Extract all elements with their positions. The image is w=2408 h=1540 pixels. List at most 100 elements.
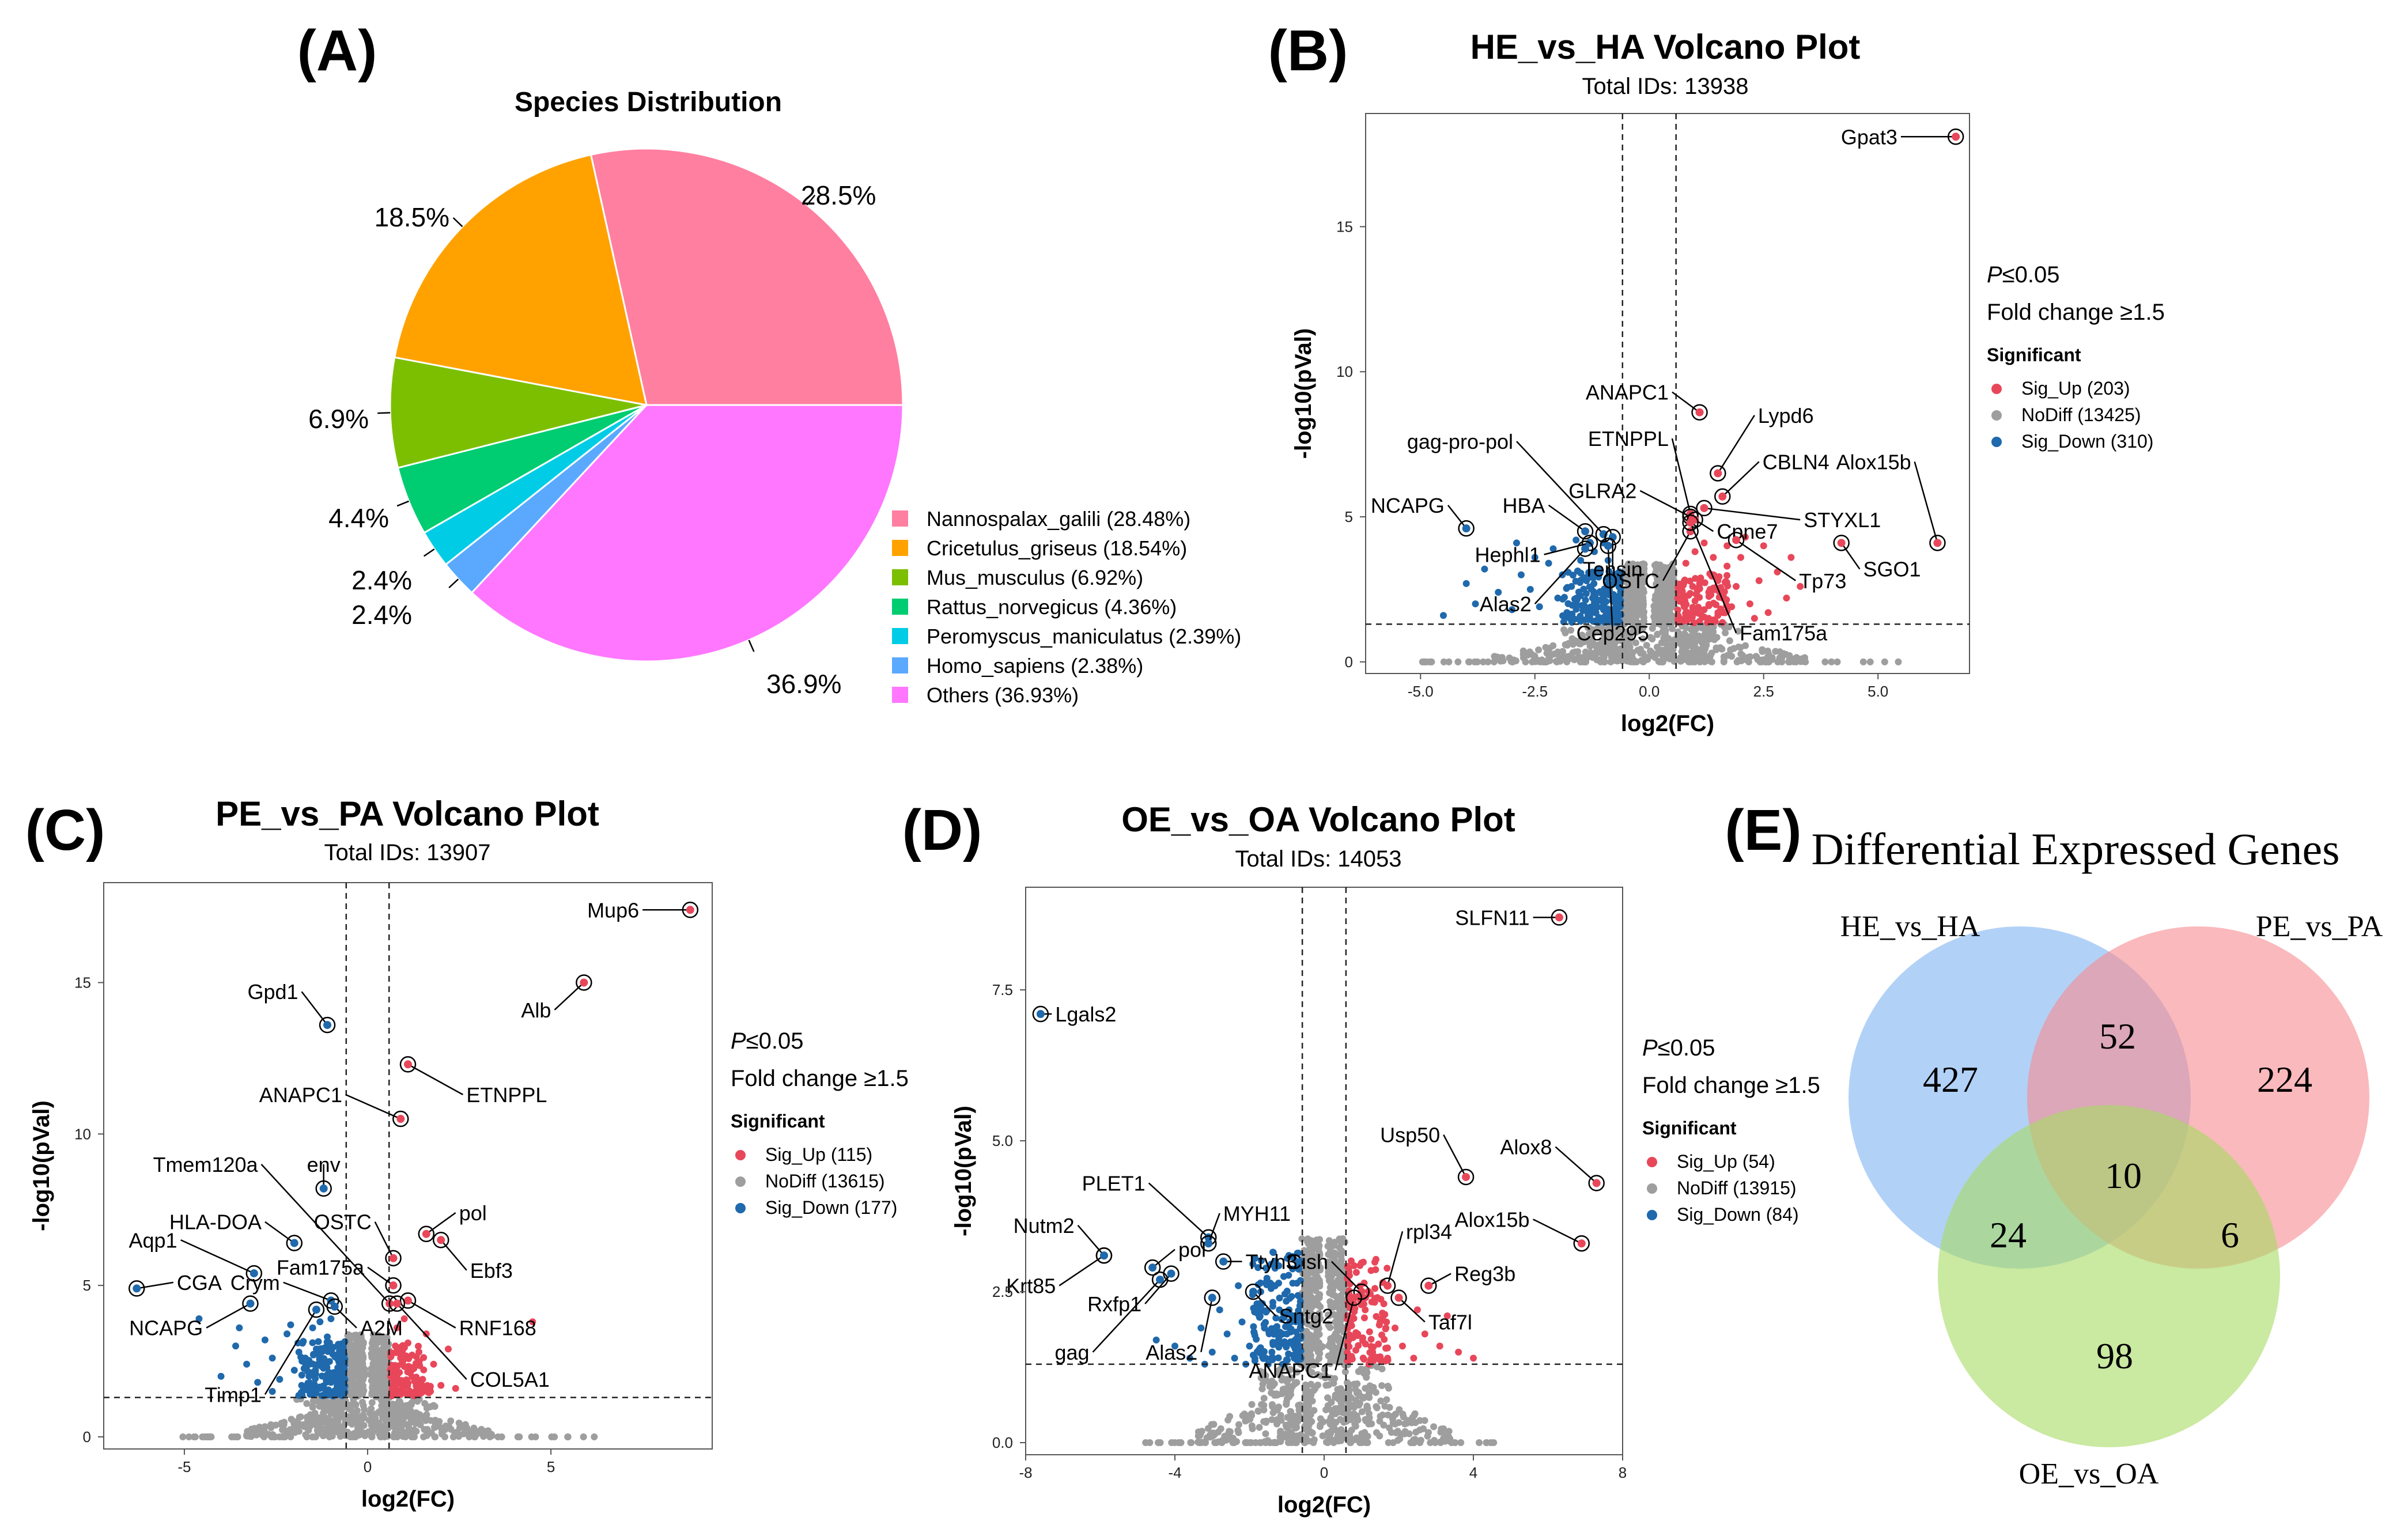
nodiff-point [1372, 1388, 1379, 1396]
sig-down-point [1569, 572, 1577, 579]
nodiff-point [468, 1428, 476, 1435]
sig-down-point [1572, 536, 1580, 544]
x-axis-title: log2(FC) [361, 1486, 455, 1512]
nodiff-point [1658, 639, 1665, 646]
sig-down-point [269, 1388, 276, 1395]
nodiff-point [1329, 1410, 1336, 1417]
nodiff-point [1334, 1299, 1341, 1306]
gene-label-anapc1: ANAPC1 [1249, 1359, 1332, 1382]
nodiff-point [1834, 658, 1841, 665]
legend-swatch-nannospalax-galili [892, 510, 908, 527]
sig-up-point [408, 1367, 415, 1374]
sig-down-point [1617, 585, 1624, 592]
nodiff-point [303, 1400, 311, 1407]
nodiff-point [368, 1350, 375, 1357]
x-tick-label: 5.0 [1868, 683, 1888, 700]
sig-up-point [1723, 542, 1731, 550]
sig-up-point [1369, 1348, 1377, 1356]
nodiff-point [1343, 1431, 1351, 1438]
nodiff-point [1378, 1365, 1386, 1373]
legend-label-homo-sapiens: Homo_sapiens (2.38%) [927, 654, 1143, 678]
nodiff-point [1283, 1401, 1290, 1408]
nodiff-point [1651, 596, 1659, 603]
sig-up-point [1693, 608, 1701, 615]
gene-label-gpat3: Gpat3 [1841, 125, 1897, 149]
nodiff-point [1330, 1350, 1338, 1358]
nodiff-point [1410, 1436, 1417, 1444]
x-tick-label: 4 [1469, 1464, 1477, 1481]
gene-label-nutm2: Nutm2 [1014, 1214, 1075, 1238]
sig-down-point [1586, 612, 1594, 619]
sig-down-point [315, 1338, 322, 1345]
nodiff-point [1683, 648, 1690, 656]
nodiff-point [1336, 1244, 1343, 1251]
nodiff-point [1706, 657, 1714, 665]
nodiff-point [360, 1386, 367, 1393]
nodiff-point [591, 1433, 598, 1440]
sig-up-point [1710, 554, 1717, 561]
gene-label-leader [1704, 507, 1801, 521]
sig-up-point [1700, 606, 1708, 614]
gene-label-cish: Cish [1287, 1250, 1328, 1274]
nodiff-point [1438, 1425, 1445, 1433]
nodiff-point [324, 1416, 332, 1423]
sig-up-point [1377, 1318, 1384, 1326]
sig-down-point [1531, 554, 1538, 561]
nodiff-point [1279, 1388, 1287, 1395]
nodiff-point [1392, 1410, 1400, 1418]
gene-label-leader [1671, 438, 1691, 514]
labeled-point [1714, 469, 1722, 478]
nodiff-point [348, 1420, 356, 1428]
sig-up-point [391, 1361, 399, 1369]
nodiff-point [1324, 1429, 1332, 1437]
nodiff-point [1423, 658, 1431, 665]
pie-percent-label: 36.9% [766, 669, 841, 699]
sig-down-point [1572, 606, 1580, 613]
nodiff-point [1336, 1392, 1344, 1399]
nodiff-point [1215, 1438, 1222, 1446]
nodiff-point [380, 1410, 388, 1417]
y-axis-title: -log10(pVal) [951, 1106, 976, 1236]
nodiff-point [1254, 1407, 1262, 1414]
sig-down-point [1595, 618, 1602, 625]
nodiff-point [372, 1371, 380, 1379]
nodiff-point [1651, 608, 1658, 615]
nodiff-point [399, 1432, 406, 1439]
nodiff-point [1730, 645, 1737, 652]
labeled-point [1148, 1263, 1157, 1272]
nodiff-point [459, 1424, 467, 1431]
gene-label-mup6: Mup6 [587, 898, 639, 922]
sig-down-point [337, 1357, 345, 1364]
venn-count-oe-vs-oa: 98 [2096, 1335, 2133, 1376]
nodiff-point [1545, 655, 1552, 663]
nodiff-point [1307, 1293, 1315, 1300]
y-tick-label: 2.5 [992, 1283, 1013, 1300]
pie-percent-label: 18.5% [375, 202, 449, 232]
gene-label-rxfp1: Rxfp1 [1087, 1292, 1141, 1316]
sig-up-point [1360, 1314, 1368, 1322]
nodiff-point [1377, 1413, 1384, 1420]
sig-up-point [1398, 1342, 1406, 1350]
sig-down-point [327, 1379, 335, 1386]
nodiff-point [447, 1417, 455, 1425]
sig-up-point [1705, 615, 1713, 622]
sig-down-point [1549, 545, 1557, 553]
nodiff-point [1734, 657, 1742, 664]
x-tick-label: -5.0 [1408, 683, 1434, 700]
nodiff-point [1734, 627, 1742, 635]
sig-down-point [309, 1324, 316, 1331]
legend-label-rattus-norvegicus: Rattus_norvegicus (4.36%) [927, 595, 1177, 619]
sig-down-point [276, 1376, 283, 1383]
nodiff-point [1454, 658, 1462, 665]
venn-count-he-vs-ha-and-oe-vs-oa: 24 [1990, 1214, 2027, 1255]
panel-label-a: (A) [297, 18, 377, 83]
legend-pvalue-cutoff: P≤0.05 [1642, 1035, 1715, 1061]
nodiff-point [1248, 1412, 1256, 1419]
nodiff-point [1440, 658, 1447, 665]
nodiff-point [267, 1424, 275, 1432]
nodiff-point [1142, 1439, 1150, 1447]
sig-up-point [1344, 1342, 1351, 1350]
sig-up-point [415, 1348, 423, 1356]
gene-label-etnppl: ETNPPL [1588, 427, 1669, 451]
sig-down-point [261, 1336, 269, 1344]
